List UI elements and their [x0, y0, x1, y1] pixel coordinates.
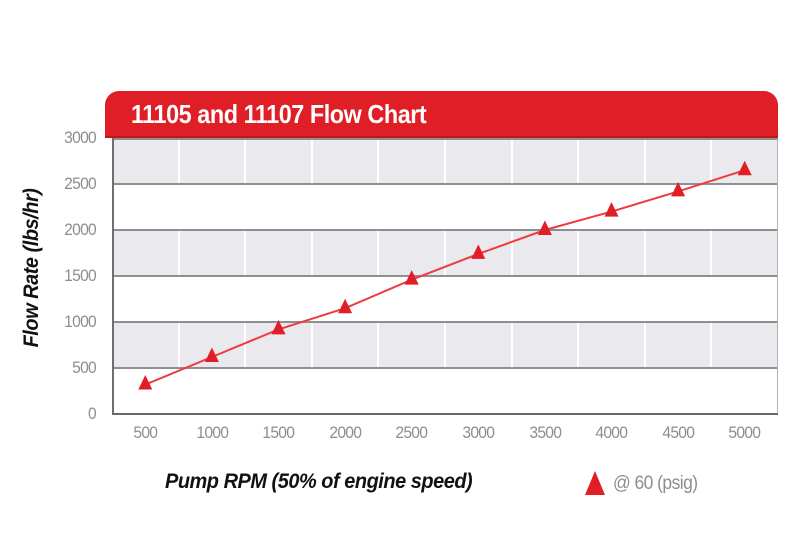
data-point-triangle	[404, 270, 419, 285]
horizontal-gridline	[112, 183, 778, 185]
horizontal-gridline	[112, 229, 778, 231]
triangle-marker-icon	[585, 471, 605, 495]
x-tick-label: 3500	[528, 423, 562, 442]
data-point-triangle	[604, 202, 619, 217]
horizontal-gridline	[112, 367, 778, 369]
x-tick-label: 1500	[262, 423, 296, 442]
chart-title: 11105 and 11107 Flow Chart	[131, 99, 427, 129]
y-tick-label: 1000	[64, 312, 97, 331]
y-tick-label: 0	[88, 404, 97, 423]
x-tick-label: 2500	[395, 423, 429, 442]
y-axis-title: Flow Rate (lbs/hr)	[20, 188, 43, 348]
x-tick-label: 4000	[595, 423, 629, 442]
legend-label: @ 60 (psig)	[613, 473, 698, 494]
y-tick-label: 1500	[64, 266, 97, 285]
data-point-triangle	[204, 347, 219, 362]
y-tick-label: 2500	[64, 174, 97, 193]
plot-area	[112, 138, 778, 415]
y-tick-label: 2000	[64, 220, 97, 239]
horizontal-gridline	[112, 138, 778, 140]
left-axis-line	[112, 138, 114, 415]
data-point-triangle	[737, 160, 752, 176]
data-point-triangle	[338, 298, 353, 314]
data-point-triangle	[671, 181, 686, 197]
x-axis-ticks: 500 1000 1500 2000 2500 3000 3500 4000 4500 5000	[112, 423, 778, 443]
data-point-triangle	[471, 244, 486, 259]
data-point-triangle	[138, 375, 153, 390]
chart-title-banner: 11105 and 11107 Flow Chart	[105, 91, 778, 138]
data-point-triangle	[537, 220, 552, 235]
y-tick-label: 500	[72, 358, 97, 377]
horizontal-gridline	[112, 275, 778, 277]
horizontal-gridline	[112, 321, 778, 323]
right-frame-line	[777, 138, 778, 415]
series-line	[144, 169, 746, 386]
data-point-triangle	[271, 319, 286, 335]
flow-series	[138, 160, 752, 390]
x-tick-label: 3000	[462, 423, 495, 442]
x-tick-label: 2000	[329, 423, 362, 442]
x-tick-label: 1000	[195, 423, 229, 442]
bottom-axis-line	[112, 413, 778, 415]
x-tick-label: 5000	[728, 423, 762, 442]
x-tick-label: 500	[133, 423, 158, 442]
y-tick-label: 3000	[64, 128, 97, 147]
x-axis-title: Pump RPM (50% of engine speed)	[165, 470, 473, 493]
x-tick-label: 4500	[662, 423, 695, 442]
